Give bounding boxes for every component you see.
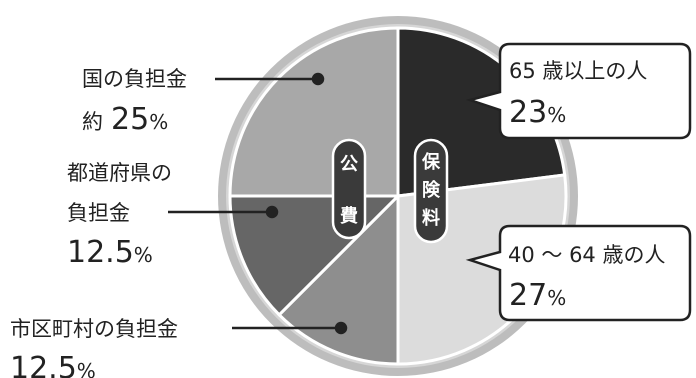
label-todo-number: 12.5: [67, 235, 134, 270]
label-shiku-line1: 市区町村の負担金: [10, 317, 178, 341]
label-kuni-line1: 国の負担金: [82, 67, 187, 91]
label-kuni-number: 25: [111, 102, 149, 137]
callout-40-value: 27%: [509, 278, 566, 313]
label-todo-value: 12.5%: [67, 235, 153, 270]
kouhi-pill-char-bottom: 費: [340, 205, 358, 227]
label-kuni-value: 約 25%: [82, 102, 168, 137]
callout-65-number: 23: [509, 95, 547, 130]
label-shiku-number: 12.5: [10, 351, 77, 378]
hoken-pill-char-3: 料: [422, 207, 440, 229]
callout-65-bubble: [465, 42, 692, 140]
label-kuni-prefix: 約: [82, 110, 103, 134]
label-kuni-percent: %: [149, 110, 168, 134]
callout-65-label: 65 歳以上の人: [509, 59, 647, 83]
hoken-pill-char-2: 険: [422, 179, 441, 201]
label-todo-line1: 都道府県の: [67, 161, 172, 185]
label-shiku-value: 12.5%: [10, 351, 96, 378]
callout-40-label: 40 ～ 64 歳の人: [508, 243, 665, 267]
leader-lines: [168, 72, 348, 335]
hoken-pill: [413, 138, 449, 244]
callout-40-percent: %: [547, 286, 566, 310]
callout-40-number: 27: [509, 278, 547, 313]
callout-40-bubble: [465, 224, 692, 322]
kouhi-pill: [331, 138, 367, 240]
label-todo-line2: 負担金: [67, 201, 130, 225]
leader-dot-todo: [265, 205, 279, 219]
hoken-pill-char-1: 保: [421, 151, 441, 173]
label-todo-percent: %: [134, 243, 153, 267]
leader-dot-kuni: [311, 72, 325, 86]
pie-slice-2: [277, 192, 400, 366]
pie-slice-4: [228, 26, 400, 198]
kouhi-pill-char-top: 公: [340, 154, 358, 175]
leader-dot-shiku: [334, 321, 348, 335]
callout-65-percent: %: [547, 103, 566, 127]
label-shiku-percent: %: [77, 359, 96, 378]
callout-65-value: 23%: [509, 95, 566, 130]
